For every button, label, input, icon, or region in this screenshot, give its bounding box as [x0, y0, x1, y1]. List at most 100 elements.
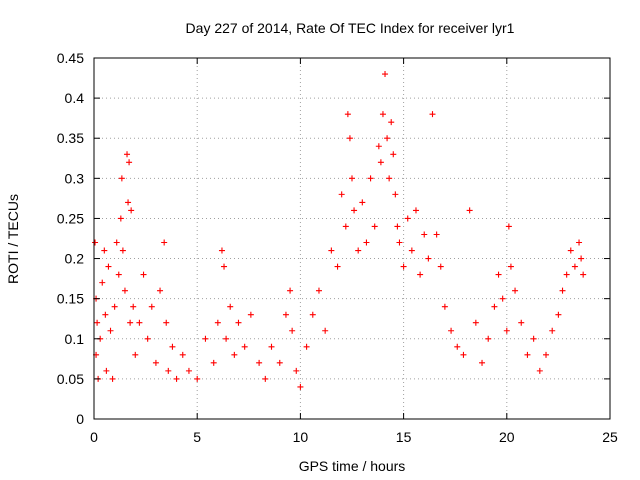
data-point	[379, 111, 386, 118]
data-point	[491, 303, 498, 310]
data-point	[309, 311, 316, 318]
data-point	[503, 327, 510, 334]
data-point	[105, 263, 112, 270]
data-point	[128, 207, 135, 214]
data-point	[433, 231, 440, 238]
data-point	[132, 351, 139, 358]
data-point	[344, 111, 351, 118]
data-point	[390, 151, 397, 158]
data-point	[472, 319, 479, 326]
data-point	[107, 327, 114, 334]
data-point	[94, 319, 101, 326]
data-point	[113, 239, 120, 246]
data-point	[161, 239, 168, 246]
data-point	[173, 375, 180, 382]
data-point	[293, 367, 300, 374]
axis-ticks	[93, 57, 611, 420]
data-point	[536, 367, 543, 374]
data-point	[303, 343, 310, 350]
data-point	[101, 247, 108, 254]
data-point	[437, 263, 444, 270]
data-point	[127, 319, 134, 326]
data-point	[441, 303, 448, 310]
data-point	[351, 207, 358, 214]
data-point	[103, 367, 110, 374]
y-tick-label: 0.25	[57, 210, 84, 226]
data-point	[276, 359, 283, 366]
data-point	[223, 335, 230, 342]
data-point	[578, 255, 585, 262]
data-point	[194, 375, 201, 382]
data-point	[518, 319, 525, 326]
x-tick-labels: 0 5 10 15 20 25	[90, 429, 618, 445]
data-point	[466, 207, 473, 214]
data-point	[140, 271, 147, 278]
data-point	[102, 311, 109, 318]
data-point	[262, 375, 269, 382]
data-point	[499, 295, 506, 302]
data-point	[349, 175, 355, 182]
y-tick-label: 0.4	[65, 90, 85, 106]
data-point	[567, 247, 574, 254]
data-point	[118, 175, 125, 182]
x-tick-label: 5	[193, 429, 201, 445]
data-point	[454, 343, 461, 350]
data-point	[363, 239, 370, 246]
data-point	[289, 327, 296, 334]
y-tick-label: 0.05	[57, 371, 84, 387]
data-point	[115, 271, 122, 278]
data-point	[392, 191, 399, 198]
data-point	[92, 239, 99, 246]
data-point	[322, 327, 329, 334]
data-point	[563, 271, 570, 278]
data-point	[495, 271, 502, 278]
data-point	[328, 247, 335, 254]
data-point	[202, 335, 209, 342]
data-point	[148, 303, 155, 310]
y-tick-label: 0.2	[65, 251, 85, 267]
data-point	[412, 207, 419, 214]
data-point	[580, 271, 587, 278]
x-tick-label: 0	[90, 429, 98, 445]
data-point	[214, 319, 221, 326]
data-point	[549, 327, 556, 334]
x-tick-label: 20	[499, 429, 515, 445]
data-point	[507, 263, 514, 270]
data-point	[417, 271, 424, 278]
data-point	[136, 319, 143, 326]
data-point	[512, 287, 519, 294]
x-tick-label: 15	[396, 429, 412, 445]
data-point	[247, 311, 254, 318]
data-point	[346, 135, 353, 142]
data-point	[460, 351, 467, 358]
data-point	[227, 303, 234, 310]
data-point	[388, 119, 395, 126]
data-point	[282, 311, 289, 318]
data-point	[394, 223, 401, 230]
data-point	[119, 247, 126, 254]
data-point	[185, 367, 192, 374]
x-tick-label: 25	[602, 429, 618, 445]
data-point	[231, 351, 238, 358]
y-tick-labels: 0 0.05 0.1 0.15 0.2 0.25 0.3 0.35 0.4 0.45	[57, 50, 84, 427]
data-point	[375, 143, 382, 150]
data-point	[543, 351, 550, 358]
data-point	[448, 327, 455, 334]
y-tick-label: 0.45	[57, 50, 84, 66]
y-tick-label: 0.35	[57, 130, 84, 146]
data-point	[221, 263, 228, 270]
data-point	[241, 343, 248, 350]
x-axis-title: GPS time / hours	[299, 458, 406, 474]
data-point	[99, 279, 106, 286]
data-point	[386, 175, 393, 182]
data-point	[342, 223, 349, 230]
data-points	[92, 71, 587, 390]
data-point	[297, 383, 304, 390]
data-point	[371, 223, 378, 230]
data-point	[126, 159, 133, 166]
y-tick-label: 0.1	[65, 331, 85, 347]
data-point	[334, 263, 341, 270]
data-point	[109, 375, 116, 382]
